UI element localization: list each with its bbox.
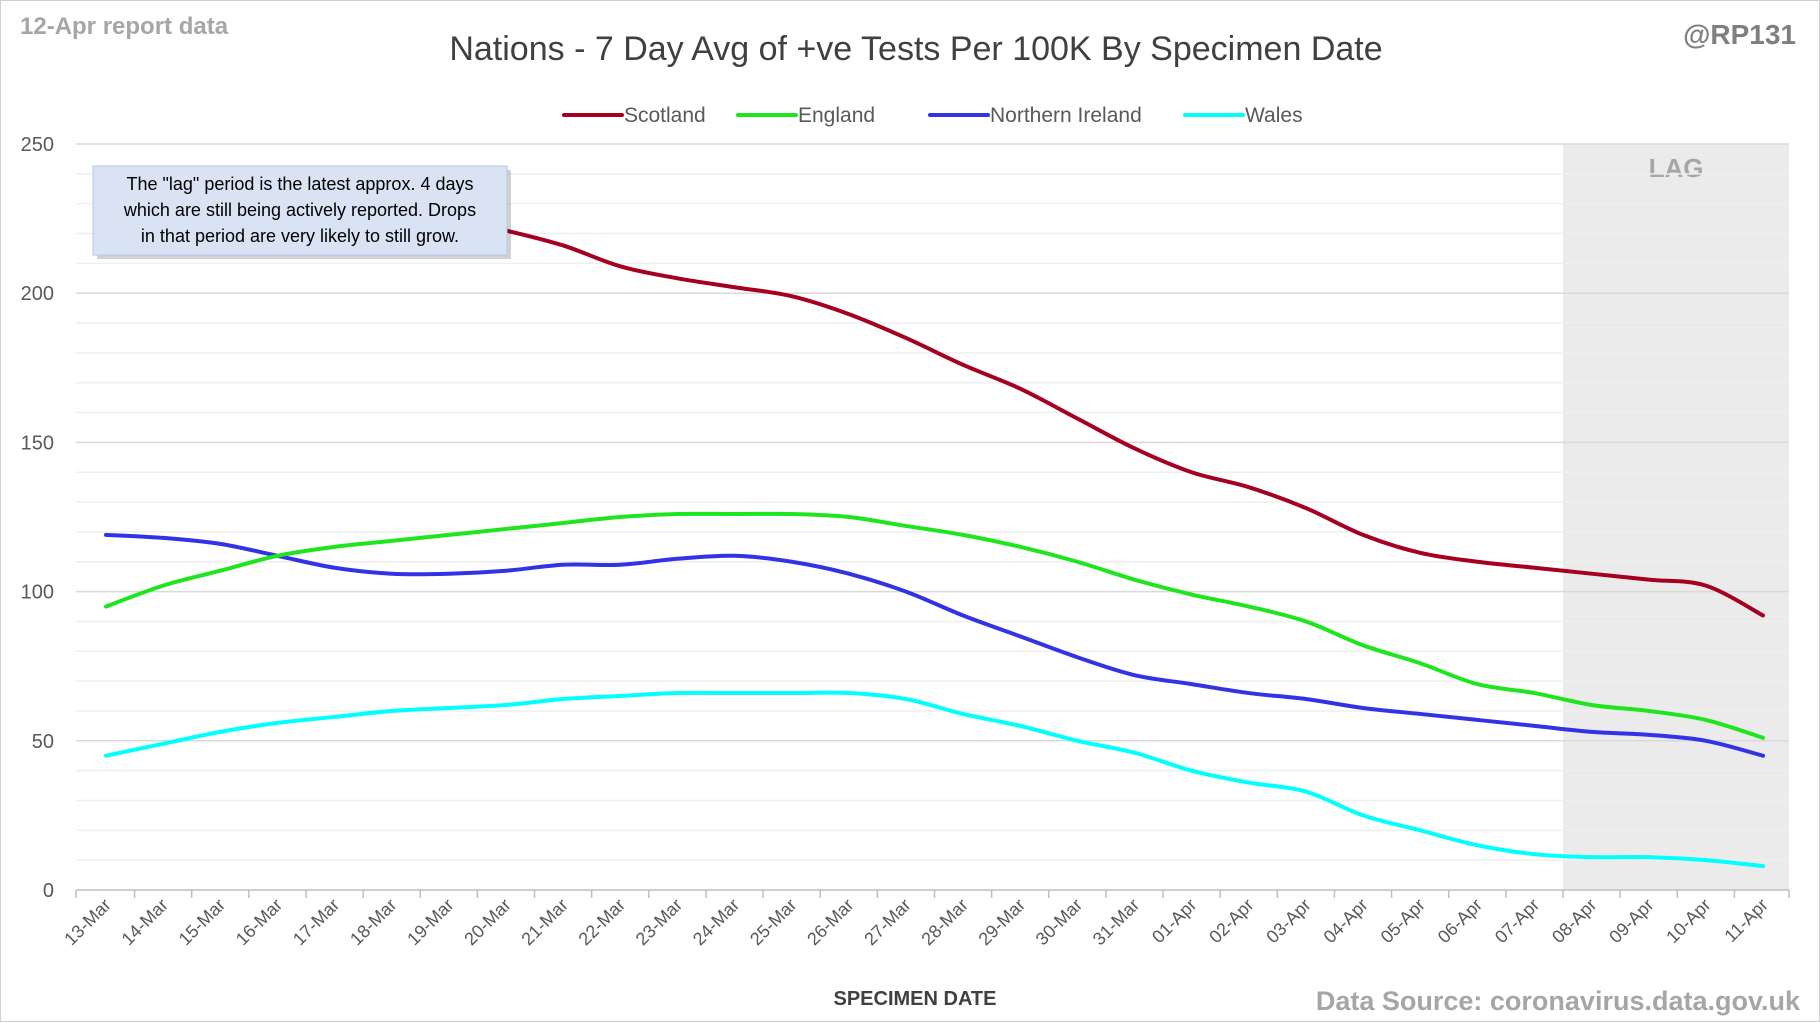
y-tick-label: 0 <box>43 880 54 902</box>
chart-title: Nations - 7 Day Avg of +ve Tests Per 100… <box>449 30 1382 68</box>
series-line-northern-ireland <box>104 532 1765 758</box>
x-axis-title: SPECIMEN DATE <box>834 988 997 1010</box>
legend-label-wales: Wales <box>1245 104 1303 127</box>
legend-label-northern-ireland: Northern Ireland <box>990 104 1142 127</box>
y-tick-label: 50 <box>32 731 54 753</box>
y-tick-label: 200 <box>21 283 54 305</box>
y-tick-label: 150 <box>21 432 54 454</box>
annotation-line-3: in that period are very likely to still … <box>141 226 459 246</box>
annotation-line-1: The "lag" period is the latest approx. 4… <box>127 174 474 194</box>
report-date-label: 12-Apr report data <box>20 13 229 40</box>
annotation-box <box>92 165 508 256</box>
y-tick-label: 250 <box>21 134 54 156</box>
annotation-line-2: which are still being actively reported.… <box>123 200 476 220</box>
y-tick-label: 100 <box>21 582 54 604</box>
lag-label: LAG <box>1649 153 1704 183</box>
series-line-wales <box>104 690 1765 869</box>
legend-label-england: England <box>798 104 875 127</box>
author-handle: @RP131 <box>1683 19 1796 50</box>
series-line-england <box>104 511 1765 740</box>
y-axis: 0 50 100 150 200 250 <box>21 134 54 902</box>
legend-label-scotland: Scotland <box>624 104 706 127</box>
lag-shaded-region <box>1563 144 1789 890</box>
legend: Scotland England Northern Ireland Wales <box>562 104 1303 127</box>
lag-annotation-box: The "lag" period is the latest approx. 4… <box>92 165 511 259</box>
data-source-label: Data Source: coronavirus.data.gov.uk <box>1316 986 1801 1016</box>
